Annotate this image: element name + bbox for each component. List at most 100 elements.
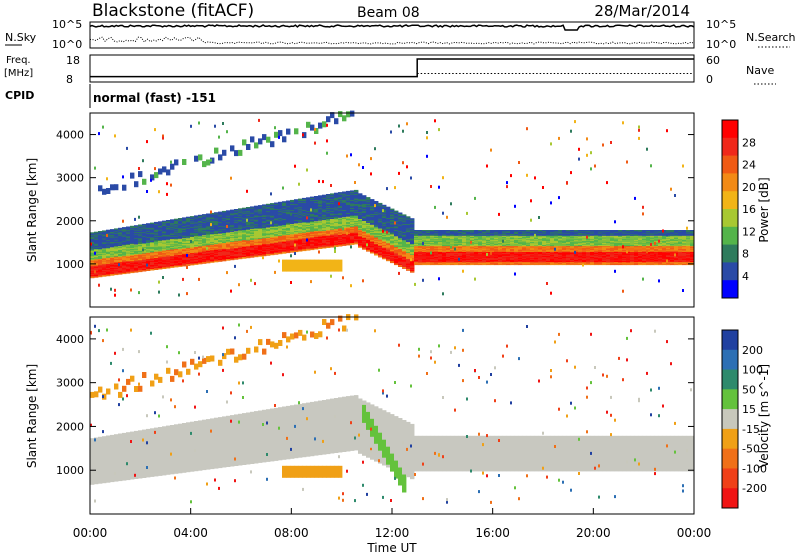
- power-cell: [282, 246, 287, 248]
- power-cell: [230, 228, 235, 231]
- power-cell: [330, 244, 335, 246]
- power-cell: [278, 235, 283, 237]
- power-cell: [206, 216, 211, 218]
- power-cell: [318, 237, 323, 240]
- power-cell: [370, 233, 375, 235]
- power-cell: [258, 219, 263, 221]
- power-cell: [342, 231, 347, 233]
- power-cell: [290, 205, 295, 207]
- power-cell: [166, 239, 171, 242]
- power-cell: [286, 230, 291, 233]
- power-cell: [258, 221, 263, 223]
- power-cell: [306, 249, 311, 251]
- power-cell: [106, 229, 111, 232]
- power-cell: [290, 208, 295, 211]
- power-cell: [182, 234, 187, 236]
- power-cell: [158, 245, 163, 248]
- power-cell: [318, 217, 323, 219]
- power-cell: [374, 236, 379, 238]
- power-cell: [142, 252, 147, 255]
- power-cell: [250, 250, 255, 252]
- power-cell: [146, 269, 151, 271]
- power-cell: [318, 227, 323, 229]
- power-cell: [286, 244, 291, 247]
- power-cell: [250, 207, 255, 209]
- power-echo: [270, 141, 275, 148]
- power-cell: [170, 260, 175, 263]
- power-cell: [178, 245, 183, 247]
- power-cell: [122, 265, 127, 268]
- power-cell: [250, 232, 255, 234]
- power-cell: [298, 215, 303, 217]
- power-cell: [278, 202, 283, 205]
- power-cell: [206, 220, 211, 223]
- power-cell: [130, 268, 135, 270]
- power-cell: [334, 233, 339, 236]
- power-cell: [174, 218, 179, 221]
- power-cell: [146, 267, 151, 269]
- power-cell: [90, 268, 95, 270]
- power-cell: [270, 239, 275, 241]
- power-cell: [186, 226, 191, 228]
- power-cell: [174, 257, 179, 259]
- power-cell: [310, 237, 315, 239]
- power-cell: [298, 216, 303, 219]
- power-cell: [314, 247, 319, 249]
- power-cell: [366, 214, 371, 216]
- power-cell: [138, 230, 143, 232]
- power-cell: [358, 195, 363, 197]
- power-cell: [198, 244, 203, 246]
- power-cell: [354, 227, 359, 230]
- power-speckle: [134, 217, 136, 221]
- power-cell: [190, 241, 195, 243]
- power-cell: [386, 215, 391, 218]
- power-cell: [370, 235, 375, 238]
- power-cell: [202, 238, 207, 241]
- power-cell: [178, 251, 183, 253]
- power-cell: [354, 229, 359, 231]
- power-cell: [266, 208, 271, 211]
- power-cell: [90, 269, 95, 271]
- power-cell: [270, 235, 275, 238]
- power-cell: [342, 228, 347, 230]
- power-cell: [338, 206, 343, 208]
- power-cell: [326, 204, 331, 207]
- power-cell: [218, 219, 223, 222]
- power-cell: [250, 238, 255, 240]
- power-cell: [110, 253, 115, 255]
- power-cell: [350, 215, 355, 218]
- power-cell: [222, 228, 227, 230]
- power-cell: [346, 233, 351, 235]
- power-cell: [346, 216, 351, 218]
- power-cell: [318, 203, 323, 205]
- power-cell: [150, 236, 155, 238]
- power-cell: [258, 212, 263, 215]
- power-cell: [226, 218, 231, 220]
- power-cell: [274, 225, 279, 228]
- power-cell: [374, 239, 379, 242]
- power-cell: [294, 209, 299, 212]
- power-cell: [226, 227, 231, 230]
- power-cell: [286, 250, 291, 253]
- power-cell: [230, 227, 235, 229]
- power-cell: [322, 195, 327, 198]
- nsky-tick-low: 10^0: [52, 38, 82, 51]
- power-cell: [186, 220, 191, 222]
- power-cell: [294, 233, 299, 235]
- power-cell: [138, 251, 143, 253]
- power-cell: [126, 272, 131, 274]
- power-echo: [222, 149, 227, 156]
- power-speckle: [398, 124, 400, 128]
- power-cell: [254, 223, 259, 225]
- power-cell: [114, 266, 119, 268]
- power-cell: [342, 233, 347, 236]
- power-cell: [174, 252, 179, 254]
- power-cell: [374, 221, 379, 224]
- power-cell: [114, 246, 119, 249]
- power-cell: [214, 227, 219, 229]
- power-cell: [222, 222, 227, 224]
- power-cell: [194, 246, 199, 248]
- power-cell: [210, 252, 215, 254]
- power-cell: [286, 217, 291, 219]
- power-cell: [334, 203, 339, 205]
